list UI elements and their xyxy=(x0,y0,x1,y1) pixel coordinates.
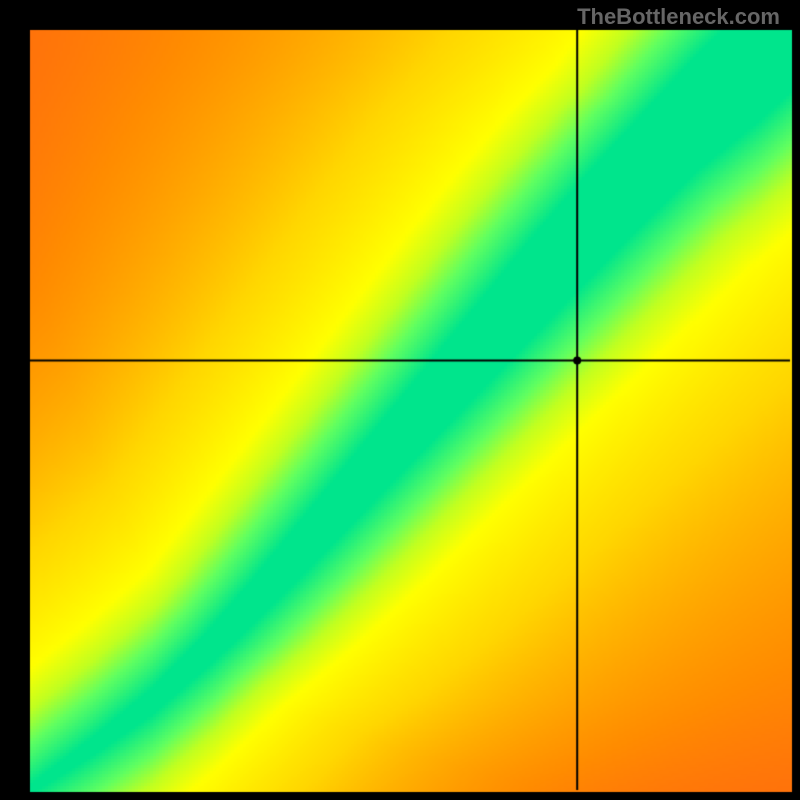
watermark-text: TheBottleneck.com xyxy=(577,4,780,30)
bottleneck-heatmap xyxy=(0,0,800,800)
